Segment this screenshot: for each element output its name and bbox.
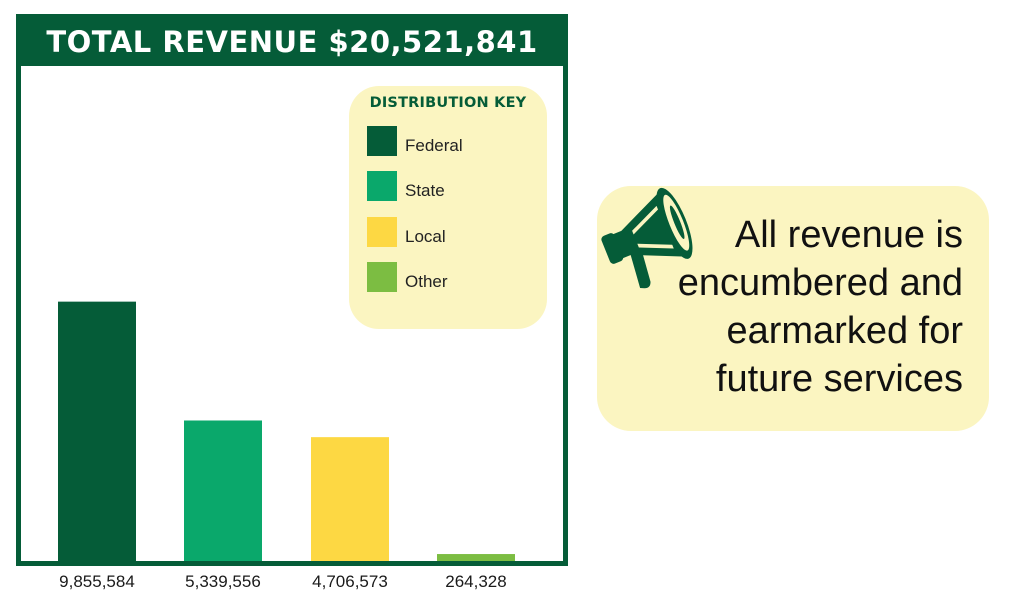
legend-item-other: Other xyxy=(367,262,448,292)
chart-frame: TOTAL REVENUE $20,521,841 xyxy=(16,14,568,566)
legend-swatch-local xyxy=(367,217,397,247)
legend-swatch-state xyxy=(367,171,397,201)
value-label-other: 264,328 xyxy=(445,572,507,591)
legend-label-other: Other xyxy=(405,272,448,291)
legend-label-federal: Federal xyxy=(405,136,463,155)
distribution-key: DISTRIBUTION KEY Federal State Local Oth… xyxy=(349,86,547,329)
legend-item-state: State xyxy=(367,171,445,201)
bar-other xyxy=(437,554,515,561)
callout-text: All revenue is encumbered and earmarked … xyxy=(677,214,963,400)
megaphone-icon xyxy=(601,187,693,289)
value-label-local: 4,706,573 xyxy=(312,572,388,591)
bar-state xyxy=(184,420,262,561)
bar-local xyxy=(311,437,389,561)
legend-swatch-federal xyxy=(367,126,397,156)
legend-label-local: Local xyxy=(405,227,446,246)
legend-title: DISTRIBUTION KEY xyxy=(369,95,527,111)
legend-label-state: State xyxy=(405,181,445,200)
value-label-state: 5,339,556 xyxy=(185,572,261,591)
value-label-federal: 9,855,584 xyxy=(59,572,135,591)
legend-item-federal: Federal xyxy=(367,126,463,156)
legend-swatch-other xyxy=(367,262,397,292)
chart-title: TOTAL REVENUE $20,521,841 xyxy=(21,14,563,66)
legend-item-local: Local xyxy=(367,217,446,247)
bar-federal xyxy=(58,301,136,561)
